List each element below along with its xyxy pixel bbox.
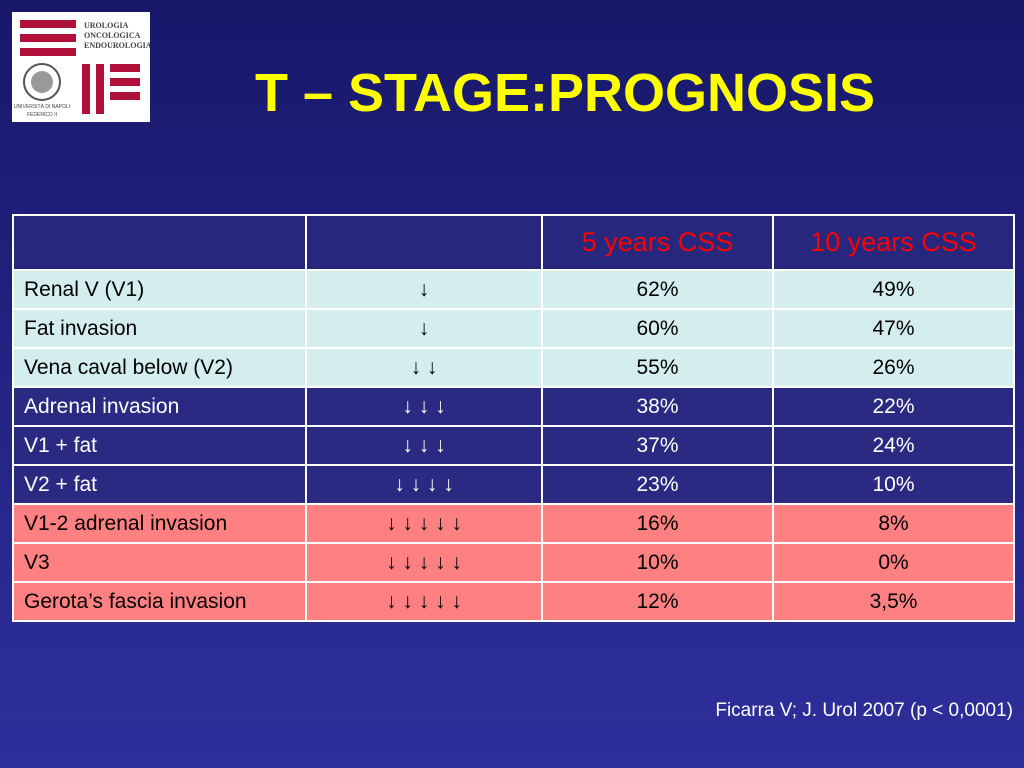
title: T – STAGE:PROGNOSIS: [254, 63, 876, 123]
table: 5 years CSS 10 years CSS Renal V (V1) ↓ 62…: [12, 214, 1015, 622]
table-body: 5 years CSS 10 years CSS Renal V (V1) ↓ 62…: [12, 214, 1015, 622]
table-cell: 47%: [772, 308, 1015, 349]
table-row: V1-2 adrenal invasion ↓ ↓ ↓ ↓ ↓ 16% 8%: [12, 503, 1015, 544]
table-cell: 37%: [541, 425, 774, 466]
table-cell: V1 + fat: [12, 425, 307, 466]
table-row: Adrenal invasion ↓ ↓ ↓ 38% 22%: [12, 386, 1015, 427]
table-cell: 55%: [541, 347, 774, 388]
table-cell: Vena caval below (V2): [12, 347, 307, 388]
table-cell: 22%: [772, 386, 1015, 427]
table-row: V1 + fat ↓ ↓ ↓ 37% 24%: [12, 425, 1015, 466]
table-row: Vena caval below (V2) ↓ ↓ 55% 26%: [12, 347, 1015, 388]
header-cell: [305, 214, 543, 271]
table-cell: 49%: [772, 269, 1015, 310]
table-cell: 26%: [772, 347, 1015, 388]
table-cell: ↓ ↓ ↓ ↓ ↓: [305, 581, 543, 622]
header-cell: 5 years CSS: [541, 214, 774, 271]
logo-bar: [96, 64, 104, 114]
table-cell: 10%: [772, 464, 1015, 505]
footnote: Ficarra V; J. Urol 2007 (p < 0,0001): [715, 700, 1013, 721]
table-cell: Fat invasion: [12, 308, 307, 349]
logo-bar: [110, 78, 140, 86]
table-cell: 0%: [772, 542, 1015, 583]
table-cell: ↓ ↓ ↓ ↓ ↓: [305, 542, 543, 583]
table-cell: 3,5%: [772, 581, 1015, 622]
table-row: Gerota’s fascia invasion ↓ ↓ ↓ ↓ ↓ 12% 3,5%: [12, 581, 1015, 622]
logo-bar: [20, 48, 76, 56]
table-cell: V1-2 adrenal invasion: [12, 503, 307, 544]
table-cell: ↓: [305, 308, 543, 349]
table-row: V2 + fat ↓ ↓ ↓ ↓ 23% 10%: [12, 464, 1015, 505]
table-row: V3 ↓ ↓ ↓ ↓ ↓ 10% 0%: [12, 542, 1015, 583]
table-cell: 23%: [541, 464, 774, 505]
table-cell: ↓: [305, 269, 543, 310]
logo-text: UROLOGIA: [84, 21, 129, 30]
logo-seal: [31, 71, 53, 93]
table-cell: 10%: [541, 542, 774, 583]
table-cell: ↓ ↓ ↓: [305, 425, 543, 466]
table-row: Renal V (V1) ↓ 62% 49%: [12, 269, 1015, 310]
logo-bar: [110, 92, 140, 100]
table-cell: ↓ ↓ ↓ ↓ ↓: [305, 503, 543, 544]
table-cell: ↓ ↓: [305, 347, 543, 388]
table-cell: V2 + fat: [12, 464, 307, 505]
table-cell: 12%: [541, 581, 774, 622]
logo-university: FEDERICO II: [27, 112, 57, 118]
table-cell: 24%: [772, 425, 1015, 466]
logo-university: UNIVERSITÀ DI NAPOLI: [14, 103, 70, 110]
table-cell: 60%: [541, 308, 774, 349]
header-cell: [12, 214, 307, 271]
table-cell: V3: [12, 542, 307, 583]
table-row: Fat invasion ↓ 60% 47%: [12, 308, 1015, 349]
logo-bar: [110, 64, 140, 72]
logo-bar: [82, 64, 90, 114]
table-cell: Gerota’s fascia invasion: [12, 581, 307, 622]
logo-seal: [23, 63, 61, 101]
logo-text: ONCOLOGICA: [84, 31, 141, 40]
table-cell: 38%: [541, 386, 774, 427]
header-cell: 10 years CSS: [772, 214, 1015, 271]
logo: UROLOGIA ONCOLOGICA ENDOUROLOGIA UNIVERS…: [12, 12, 150, 122]
table-cell: Adrenal invasion: [12, 386, 307, 427]
table-cell: 16%: [541, 503, 774, 544]
logo-bar: [20, 34, 76, 42]
table-cell: 8%: [772, 503, 1015, 544]
table-cell: ↓ ↓ ↓: [305, 386, 543, 427]
table-cell: ↓ ↓ ↓ ↓: [305, 464, 543, 505]
logo-bar: [20, 20, 76, 28]
logo-text: ENDOUROLOGIA: [84, 41, 150, 50]
table-cell: 62%: [541, 269, 774, 310]
header-row: 5 years CSS 10 years CSS: [12, 214, 1015, 271]
table-cell: Renal V (V1): [12, 269, 307, 310]
